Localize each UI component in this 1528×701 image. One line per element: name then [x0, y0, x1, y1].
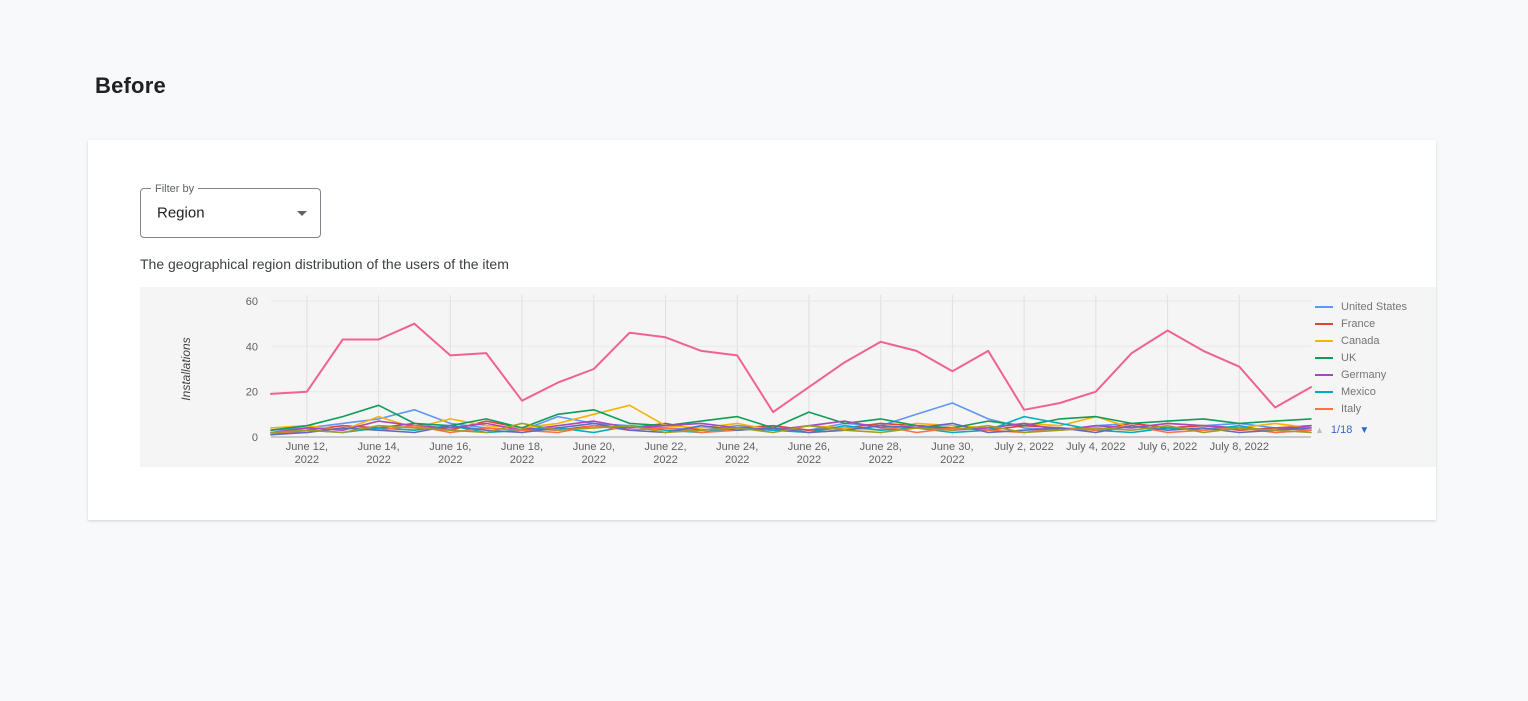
- svg-text:July 2, 2022: July 2, 2022: [994, 441, 1053, 453]
- legend-swatch: [1315, 305, 1333, 308]
- chart-plot-area: 0 20 40 60 June 12, 2022 June 14, 2022 June 16, 2…: [179, 295, 1312, 466]
- chart-card: Filter by Region The geographical region…: [88, 140, 1436, 520]
- legend-item: Germany: [1315, 366, 1435, 383]
- legend-page-indicator: 1/18: [1330, 424, 1353, 436]
- filter-by-select-label: Filter by: [151, 183, 199, 195]
- legend-label: Canada: [1341, 334, 1380, 347]
- x-gridlines: [306, 295, 1240, 437]
- legend-item: Italy: [1315, 400, 1435, 417]
- svg-text:June 28,2022: June 28, 2022: [860, 441, 902, 466]
- legend-swatch: [1315, 356, 1333, 359]
- legend-label: Italy: [1341, 402, 1362, 415]
- legend-item: UK: [1315, 349, 1435, 366]
- legend-item: United States: [1315, 298, 1435, 315]
- svg-text:June 22,2022: June 22, 2022: [644, 441, 686, 466]
- svg-text:June 12,2022: June 12, 2022: [286, 441, 328, 466]
- legend-label: France: [1341, 317, 1376, 330]
- legend-item: Canada: [1315, 332, 1435, 349]
- svg-text:0: 0: [252, 432, 258, 444]
- svg-text:June 16,2022: June 16, 2022: [429, 441, 471, 466]
- series-line: [270, 422, 1312, 434]
- legend-pager: ▲ 1/18 ▼: [1315, 424, 1435, 436]
- legend-swatch: [1315, 373, 1333, 376]
- legend-item: Mexico: [1315, 383, 1435, 400]
- svg-text:July 6, 2022: July 6, 2022: [1138, 441, 1197, 453]
- svg-text:June 30,2022: June 30, 2022: [931, 441, 973, 466]
- page-title: Before: [95, 73, 166, 98]
- legend-label: UK: [1341, 351, 1357, 364]
- svg-text:July 4, 2022: July 4, 2022: [1066, 441, 1125, 453]
- svg-text:June 18,2022: June 18, 2022: [501, 441, 543, 466]
- series-line: [270, 422, 1312, 436]
- filter-by-select-value: Region: [157, 204, 205, 222]
- series-line: [270, 404, 1312, 431]
- series-lines: [270, 322, 1312, 436]
- y-tick-labels: 0 20 40 60: [246, 296, 258, 444]
- legend-item: France: [1315, 315, 1435, 332]
- legend-prev-icon[interactable]: ▲: [1315, 425, 1324, 435]
- svg-text:July 8, 2022: July 8, 2022: [1210, 441, 1269, 453]
- y-axis-title: Installations: [179, 337, 193, 400]
- series-line: [270, 322, 1312, 414]
- legend-items: United States France Canada UK Germany Mexico…: [1315, 298, 1435, 417]
- svg-text:June 14,2022: June 14, 2022: [357, 441, 399, 466]
- legend-label: United States: [1341, 300, 1408, 313]
- region-distribution-chart: 0 20 40 60 June 12, 2022 June 14, 2022 June 16, 2…: [140, 287, 1436, 467]
- legend-label: Mexico: [1341, 385, 1376, 398]
- legend-swatch: [1315, 407, 1333, 410]
- y-gridlines: [271, 300, 1311, 393]
- chart-legend: United States France Canada UK Germany Mexico…: [1315, 298, 1435, 436]
- legend-label: Germany: [1341, 368, 1387, 381]
- svg-text:June 20,2022: June 20, 2022: [573, 441, 615, 466]
- legend-swatch: [1315, 390, 1333, 393]
- svg-text:20: 20: [246, 387, 258, 399]
- legend-swatch: [1315, 322, 1333, 325]
- chevron-down-icon: [297, 211, 307, 216]
- svg-text:June 26,2022: June 26, 2022: [788, 441, 830, 466]
- chart-description: The geographical region distribution of …: [140, 256, 509, 272]
- x-tick-labels: June 12, 2022 June 14, 2022 June 16, 2022 June…: [286, 441, 1269, 466]
- legend-next-icon[interactable]: ▼: [1359, 424, 1370, 436]
- svg-text:40: 40: [246, 341, 258, 353]
- svg-text:June 24,2022: June 24, 2022: [716, 441, 758, 466]
- filter-by-select[interactable]: Filter by Region: [140, 183, 321, 238]
- legend-swatch: [1315, 339, 1333, 342]
- svg-text:60: 60: [246, 296, 258, 308]
